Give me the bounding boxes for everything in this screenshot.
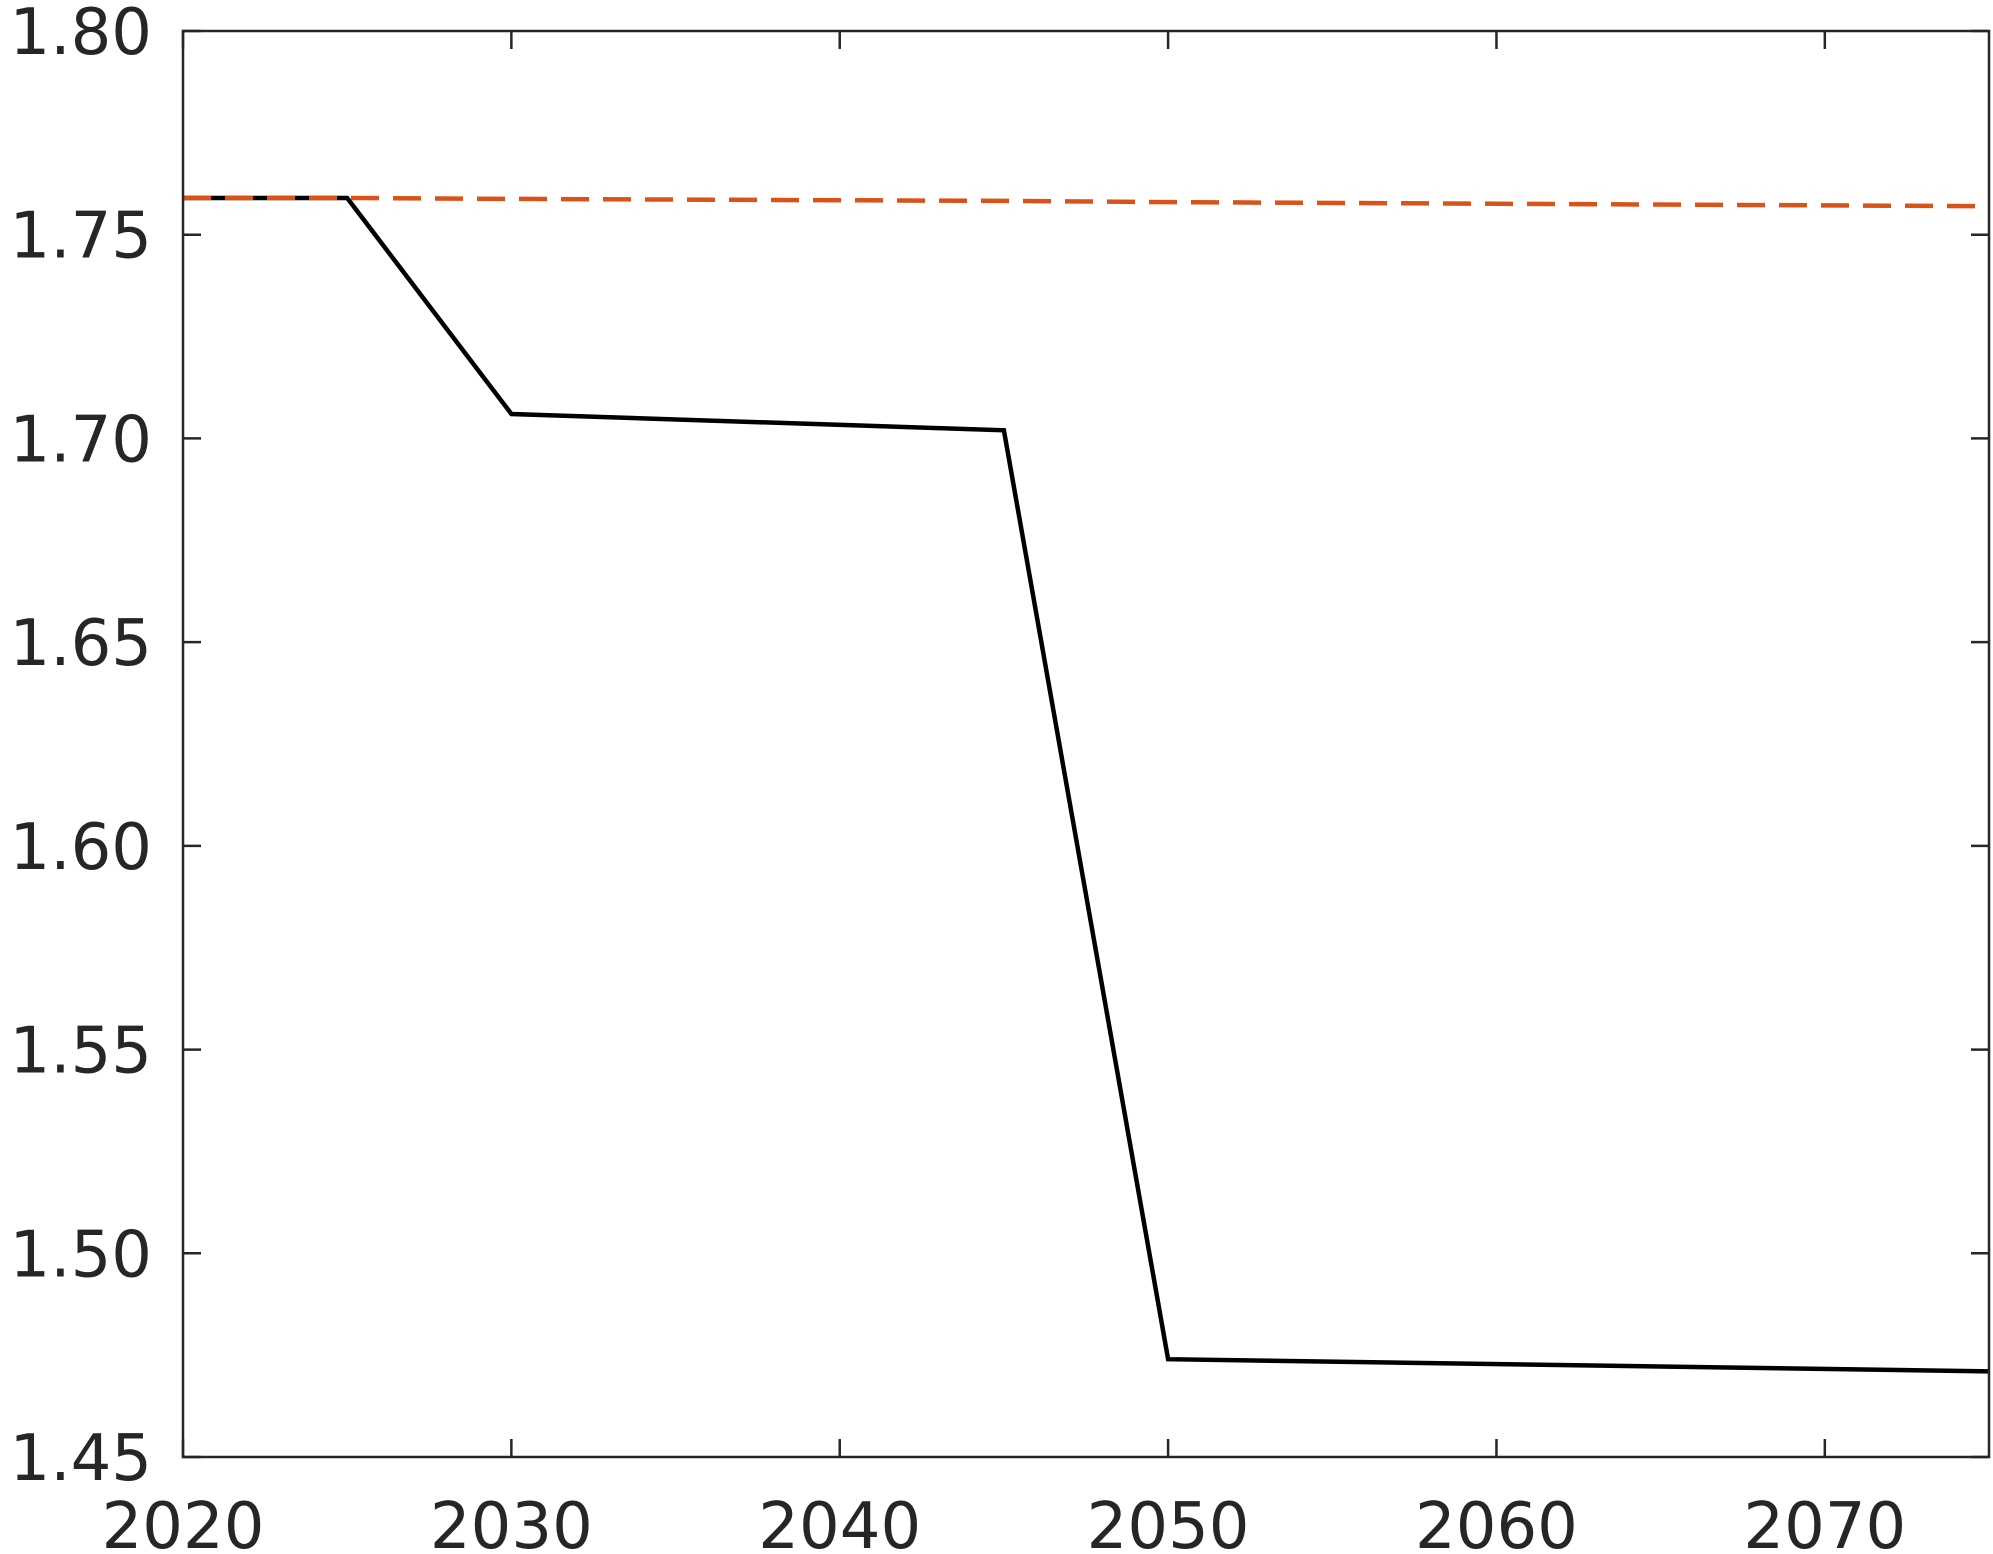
- tick-labels: 2020 2030 2040 2050 2060 2070 1.45 1.50 1.55 1.60…: [10, 0, 1907, 1554]
- series-line-1: [183, 195, 1990, 1374]
- y-tick-label: 1.65: [10, 607, 153, 681]
- x-tick-label: 2040: [758, 1490, 921, 1554]
- series-layer: [183, 195, 1990, 1374]
- y-tick-label: 1.45: [10, 1422, 153, 1496]
- x-tick-label: 2070: [1743, 1490, 1906, 1554]
- y-tick-label: 1.55: [10, 1015, 153, 1089]
- x-tick-label: 2020: [102, 1490, 265, 1554]
- x-tick-label: 2050: [1087, 1490, 1250, 1554]
- x-tick-label: 2030: [430, 1490, 593, 1554]
- y-tick-label: 1.80: [10, 0, 153, 70]
- series-line-2: [183, 195, 1990, 209]
- y-tick-label: 1.70: [10, 403, 153, 477]
- y-tick-label: 1.75: [10, 200, 153, 274]
- x-tick-label: 2060: [1415, 1490, 1578, 1554]
- y-tick-label: 1.50: [10, 1218, 153, 1292]
- axes-layer: [181, 29, 1991, 1459]
- y-tick-label: 1.60: [10, 811, 153, 885]
- axes-box: [181, 29, 1991, 1459]
